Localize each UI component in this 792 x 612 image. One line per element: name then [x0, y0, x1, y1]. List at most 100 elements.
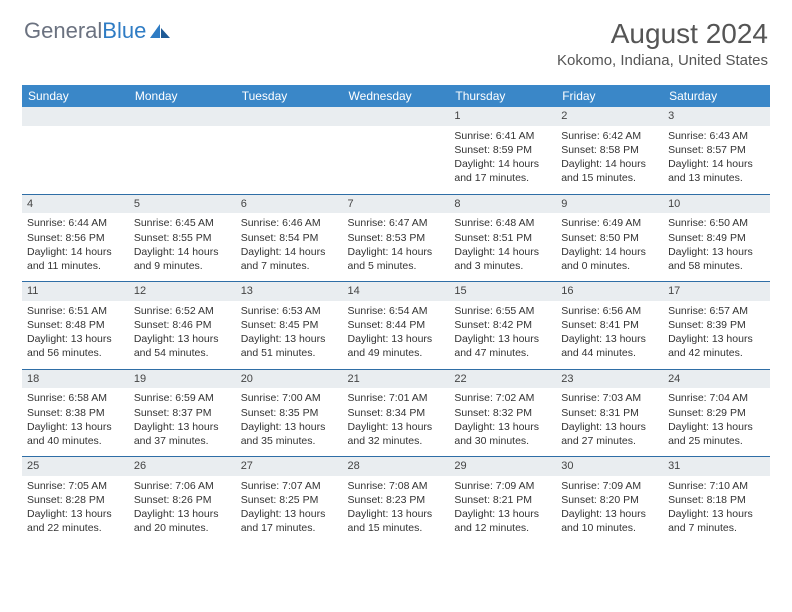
day-number: 4	[22, 195, 129, 214]
daylight-text: Daylight: 14 hours and 13 minutes.	[668, 157, 765, 185]
day-number: 30	[556, 457, 663, 476]
daybody-row: Sunrise: 6:51 AMSunset: 8:48 PMDaylight:…	[22, 301, 770, 369]
day-number: 22	[449, 370, 556, 389]
sunrise-text: Sunrise: 6:43 AM	[668, 129, 765, 143]
day-number: 5	[129, 195, 236, 214]
daylight-text: Daylight: 14 hours and 0 minutes.	[561, 245, 658, 273]
daylight-text: Daylight: 14 hours and 17 minutes.	[454, 157, 551, 185]
day-body: Sunrise: 6:45 AMSunset: 8:55 PMDaylight:…	[129, 213, 236, 281]
day-number: 2	[556, 107, 663, 126]
sunset-text: Sunset: 8:49 PM	[668, 231, 765, 245]
day-number: 26	[129, 457, 236, 476]
day-number	[22, 107, 129, 126]
daylight-text: Daylight: 13 hours and 22 minutes.	[27, 507, 124, 535]
day-body: Sunrise: 6:42 AMSunset: 8:58 PMDaylight:…	[556, 126, 663, 194]
sunrise-text: Sunrise: 6:47 AM	[348, 216, 445, 230]
day-number: 14	[343, 282, 450, 301]
sunrise-text: Sunrise: 7:00 AM	[241, 391, 338, 405]
calendar-body: 123 Sunrise: 6:41 AMSunset: 8:59 PMDayli…	[22, 107, 770, 544]
daynum-row: 18192021222324	[22, 370, 770, 389]
daylight-text: Daylight: 14 hours and 3 minutes.	[454, 245, 551, 273]
day-number	[343, 107, 450, 126]
sunset-text: Sunset: 8:55 PM	[134, 231, 231, 245]
sunrise-text: Sunrise: 7:07 AM	[241, 479, 338, 493]
sunset-text: Sunset: 8:59 PM	[454, 143, 551, 157]
sail-icon	[148, 22, 172, 40]
day-number: 20	[236, 370, 343, 389]
sunset-text: Sunset: 8:41 PM	[561, 318, 658, 332]
sunrise-text: Sunrise: 7:04 AM	[668, 391, 765, 405]
sunset-text: Sunset: 8:38 PM	[27, 406, 124, 420]
day-number: 19	[129, 370, 236, 389]
daylight-text: Daylight: 14 hours and 9 minutes.	[134, 245, 231, 273]
daynum-row: 45678910	[22, 195, 770, 214]
daylight-text: Daylight: 14 hours and 15 minutes.	[561, 157, 658, 185]
sunrise-text: Sunrise: 7:09 AM	[561, 479, 658, 493]
daylight-text: Daylight: 13 hours and 12 minutes.	[454, 507, 551, 535]
day-body: Sunrise: 6:50 AMSunset: 8:49 PMDaylight:…	[663, 213, 770, 281]
sunrise-text: Sunrise: 7:03 AM	[561, 391, 658, 405]
daylight-text: Daylight: 13 hours and 54 minutes.	[134, 332, 231, 360]
daylight-text: Daylight: 13 hours and 7 minutes.	[668, 507, 765, 535]
day-body: Sunrise: 7:09 AMSunset: 8:20 PMDaylight:…	[556, 476, 663, 544]
daylight-text: Daylight: 13 hours and 58 minutes.	[668, 245, 765, 273]
day-number: 11	[22, 282, 129, 301]
daylight-text: Daylight: 13 hours and 25 minutes.	[668, 420, 765, 448]
sunrise-text: Sunrise: 7:01 AM	[348, 391, 445, 405]
day-body: Sunrise: 7:00 AMSunset: 8:35 PMDaylight:…	[236, 388, 343, 456]
daylight-text: Daylight: 13 hours and 30 minutes.	[454, 420, 551, 448]
day-number: 21	[343, 370, 450, 389]
daylight-text: Daylight: 13 hours and 44 minutes.	[561, 332, 658, 360]
weekday-saturday: Saturday	[663, 85, 770, 107]
sunset-text: Sunset: 8:20 PM	[561, 493, 658, 507]
calendar-table: SundayMondayTuesdayWednesdayThursdayFrid…	[22, 85, 770, 544]
sunset-text: Sunset: 8:45 PM	[241, 318, 338, 332]
sunset-text: Sunset: 8:37 PM	[134, 406, 231, 420]
sunset-text: Sunset: 8:46 PM	[134, 318, 231, 332]
daylight-text: Daylight: 13 hours and 49 minutes.	[348, 332, 445, 360]
daylight-text: Daylight: 13 hours and 40 minutes.	[27, 420, 124, 448]
day-body: Sunrise: 7:03 AMSunset: 8:31 PMDaylight:…	[556, 388, 663, 456]
day-body: Sunrise: 6:44 AMSunset: 8:56 PMDaylight:…	[22, 213, 129, 281]
day-number: 28	[343, 457, 450, 476]
sunset-text: Sunset: 8:56 PM	[27, 231, 124, 245]
day-body: Sunrise: 6:47 AMSunset: 8:53 PMDaylight:…	[343, 213, 450, 281]
sunset-text: Sunset: 8:21 PM	[454, 493, 551, 507]
sunset-text: Sunset: 8:53 PM	[348, 231, 445, 245]
day-number: 18	[22, 370, 129, 389]
day-number: 16	[556, 282, 663, 301]
day-number: 9	[556, 195, 663, 214]
day-body: Sunrise: 6:49 AMSunset: 8:50 PMDaylight:…	[556, 213, 663, 281]
day-body: Sunrise: 6:56 AMSunset: 8:41 PMDaylight:…	[556, 301, 663, 369]
daylight-text: Daylight: 14 hours and 5 minutes.	[348, 245, 445, 273]
day-number	[129, 107, 236, 126]
day-body: Sunrise: 7:09 AMSunset: 8:21 PMDaylight:…	[449, 476, 556, 544]
daybody-row: Sunrise: 7:05 AMSunset: 8:28 PMDaylight:…	[22, 476, 770, 544]
sunset-text: Sunset: 8:26 PM	[134, 493, 231, 507]
location-text: Kokomo, Indiana, United States	[557, 52, 768, 69]
weekday-friday: Friday	[556, 85, 663, 107]
day-number: 23	[556, 370, 663, 389]
sunrise-text: Sunrise: 6:59 AM	[134, 391, 231, 405]
daylight-text: Daylight: 14 hours and 7 minutes.	[241, 245, 338, 273]
day-number: 10	[663, 195, 770, 214]
title-block: August 2024 Kokomo, Indiana, United Stat…	[557, 18, 768, 69]
sunset-text: Sunset: 8:50 PM	[561, 231, 658, 245]
day-number: 31	[663, 457, 770, 476]
day-body	[129, 126, 236, 151]
weekday-sunday: Sunday	[22, 85, 129, 107]
sunset-text: Sunset: 8:39 PM	[668, 318, 765, 332]
page-header: GeneralBlue August 2024 Kokomo, Indiana,…	[0, 0, 792, 77]
day-body: Sunrise: 7:04 AMSunset: 8:29 PMDaylight:…	[663, 388, 770, 456]
day-number	[236, 107, 343, 126]
sunrise-text: Sunrise: 7:05 AM	[27, 479, 124, 493]
sunrise-text: Sunrise: 6:56 AM	[561, 304, 658, 318]
sunset-text: Sunset: 8:58 PM	[561, 143, 658, 157]
day-body: Sunrise: 6:51 AMSunset: 8:48 PMDaylight:…	[22, 301, 129, 369]
daylight-text: Daylight: 13 hours and 20 minutes.	[134, 507, 231, 535]
daybody-row: Sunrise: 6:58 AMSunset: 8:38 PMDaylight:…	[22, 388, 770, 456]
brand-text: GeneralBlue	[24, 18, 146, 44]
daylight-text: Daylight: 13 hours and 10 minutes.	[561, 507, 658, 535]
sunset-text: Sunset: 8:35 PM	[241, 406, 338, 420]
weekday-row: SundayMondayTuesdayWednesdayThursdayFrid…	[22, 85, 770, 107]
